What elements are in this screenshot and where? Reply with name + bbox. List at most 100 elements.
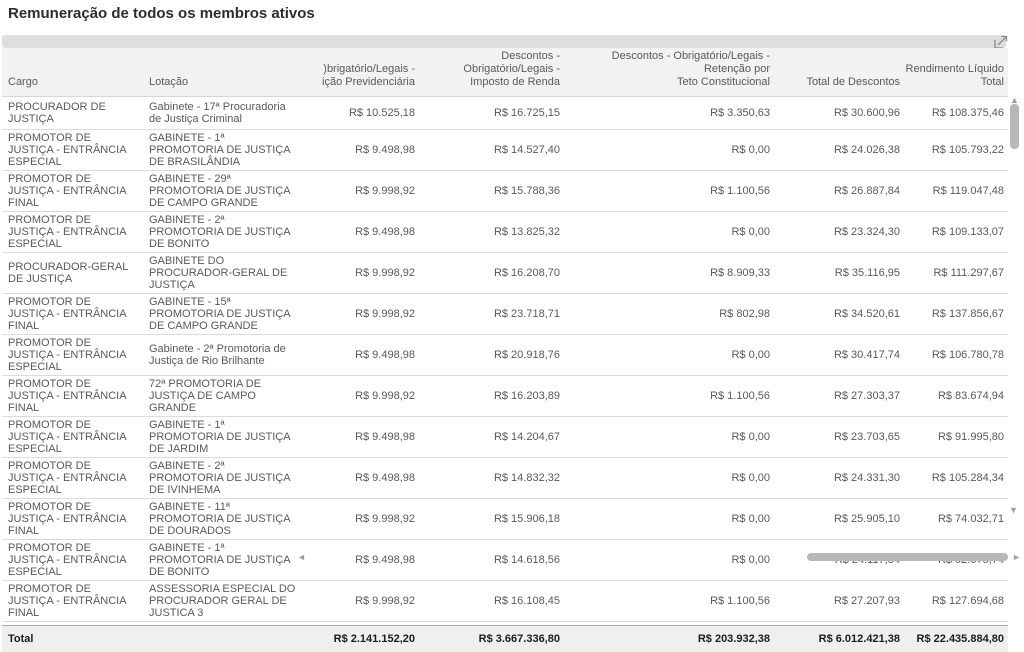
value-cell: R$ 9.498,98: [355, 349, 415, 361]
value-cell: R$ 27.303,37: [833, 390, 900, 402]
value-cell: R$ 119.047,48: [932, 185, 1004, 197]
value-cell: R$ 106.780,78: [931, 349, 1004, 361]
remuneration-table: Cargo Lotação )brigatório/Legais - ição …: [2, 48, 1008, 652]
lotacao-cell[interactable]: GABINETE DO PROCURADOR-GERAL DE JUSTIÇA: [149, 255, 288, 291]
column-header-imposto-de-renda[interactable]: Descontos - Obrigatório/Legais - Imposto…: [463, 50, 560, 88]
value-cell: R$ 13.825,32: [493, 226, 560, 238]
table-row: PROMOTOR DE JUSTIÇA - ENTRÂNCIA ESPECIAL…: [2, 417, 1008, 458]
total-value-cell: R$ 22.435.884,80: [916, 633, 1004, 645]
value-cell: R$ 25.905,10: [833, 513, 900, 525]
value-cell: R$ 15.788,36: [493, 185, 560, 197]
table-row: PROMOTOR DE JUSTIÇA - ENTRÂNCIA FINAL GAB…: [2, 171, 1008, 212]
table-row: PROMOTOR DE JUSTIÇA - ENTRÂNCIA FINAL 72ª…: [2, 376, 1008, 417]
page-title: Remuneração de todos os membros ativos: [8, 5, 315, 22]
table-row: PROMOTOR DE JUSTIÇA - ENTRÂNCIA ESPECIAL…: [2, 458, 1008, 499]
lotacao-cell[interactable]: GABINETE - 29ª PROMOTORIA DE JUSTIÇA DE …: [149, 173, 290, 209]
value-cell: R$ 9.998,92: [355, 390, 415, 402]
value-cell: R$ 20.918,76: [493, 349, 560, 361]
lotacao-cell[interactable]: GABINETE - 2ª PROMOTORIA DE JUSTIÇA DE B…: [149, 214, 290, 250]
value-cell: R$ 9.498,98: [355, 431, 415, 443]
cargo-cell[interactable]: PROMOTOR DE JUSTIÇA - ENTRÂNCIA FINAL: [8, 583, 126, 619]
cargo-cell[interactable]: PROMOTOR DE JUSTIÇA - ENTRÂNCIA ESPECIAL: [8, 460, 126, 496]
value-cell: R$ 137.856,67: [931, 308, 1004, 320]
table-row: PROMOTOR DE JUSTIÇA - ENTRÂNCIA FINAL ASS…: [2, 581, 1008, 622]
table-row: PROMOTOR DE JUSTIÇA - ENTRÂNCIA FINAL GAB…: [2, 499, 1008, 540]
lotacao-cell[interactable]: ASSESSORIA ESPECIAL DO PROCURADOR GERAL …: [149, 583, 296, 619]
table-row: PROCURADOR-GERAL DE JUSTIÇA GABINETE DO P…: [2, 253, 1008, 294]
value-cell: R$ 111.297,67: [933, 267, 1004, 279]
cargo-cell[interactable]: PROMOTOR DE JUSTIÇA - ENTRÂNCIA FINAL: [8, 296, 126, 332]
value-cell: R$ 14.527,40: [493, 144, 560, 156]
value-cell: R$ 127.694,68: [931, 595, 1004, 607]
lotacao-cell[interactable]: GABINETE - 1ª PROMOTORIA DE JUSTIÇA DE B…: [149, 132, 290, 168]
value-cell: R$ 109.133,07: [931, 226, 1004, 238]
lotacao-cell[interactable]: Gabinete - 2ª Promotoria de Justiça de R…: [149, 343, 286, 367]
value-cell: R$ 23.718,71: [493, 308, 560, 320]
cargo-cell[interactable]: PROMOTOR DE JUSTIÇA - ENTRÂNCIA FINAL: [8, 501, 126, 537]
total-value-cell: R$ 2.141.152,20: [333, 633, 415, 645]
value-cell: R$ 0,00: [731, 472, 770, 484]
value-cell: R$ 1.100,56: [710, 390, 770, 402]
value-cell: R$ 23.703,65: [833, 431, 900, 443]
table-row: PROMOTOR DE JUSTIÇA - ENTRÂNCIA ESPECIAL…: [2, 130, 1008, 171]
cargo-cell[interactable]: PROMOTOR DE JUSTIÇA - ENTRÂNCIA ESPECIAL: [8, 337, 126, 373]
scroll-right-arrow-icon[interactable]: ►: [1012, 552, 1021, 562]
value-cell: R$ 16.208,70: [493, 267, 560, 279]
cargo-cell[interactable]: PROMOTOR DE JUSTIÇA - ENTRÂNCIA FINAL: [8, 378, 126, 414]
cargo-cell[interactable]: PROCURADOR DE JUSTIÇA: [8, 101, 106, 125]
value-cell: R$ 74.032,71: [937, 513, 1004, 525]
lotacao-cell[interactable]: GABINETE - 1ª PROMOTORIA DE JUSTIÇA DE J…: [149, 419, 290, 455]
table-header-row: Cargo Lotação )brigatório/Legais - ição …: [2, 48, 1008, 97]
column-header-total-descontos[interactable]: Total de Descontos: [806, 76, 900, 88]
value-cell: R$ 16.108,45: [493, 595, 560, 607]
scroll-up-arrow-icon[interactable]: ▲: [1010, 95, 1019, 105]
value-cell: R$ 0,00: [731, 144, 770, 156]
value-cell: R$ 9.998,92: [355, 267, 415, 279]
total-value-cell: R$ 6.012.421,38: [818, 633, 900, 645]
lotacao-cell[interactable]: GABINETE - 15ª PROMOTORIA DE JUSTIÇA DE …: [149, 296, 290, 332]
column-header-cargo[interactable]: Cargo: [8, 76, 38, 88]
table-row: PROMOTOR DE JUSTIÇA - ENTRÂNCIA ESPECIAL…: [2, 335, 1008, 376]
value-cell: R$ 91.995,80: [937, 431, 1004, 443]
scroll-left-arrow-icon[interactable]: ◄: [297, 552, 306, 562]
cargo-cell[interactable]: PROMOTOR DE JUSTIÇA - ENTRÂNCIA ESPECIAL: [8, 132, 126, 168]
value-cell: R$ 14.832,32: [493, 472, 560, 484]
column-header-retencao-teto[interactable]: Descontos - Obrigatório/Legais - Retençã…: [611, 50, 770, 88]
value-cell: R$ 0,00: [731, 431, 770, 443]
value-cell: R$ 9.498,98: [355, 226, 415, 238]
column-header-rendimento-liquido[interactable]: Rendimento Líquido Total: [905, 63, 1004, 88]
lotacao-cell[interactable]: Gabinete - 17ª Procuradoria de Justiça C…: [149, 101, 286, 125]
value-cell: R$ 0,00: [731, 513, 770, 525]
value-cell: R$ 9.998,92: [355, 185, 415, 197]
column-header-lotacao[interactable]: Lotação: [149, 76, 189, 88]
value-cell: R$ 1.100,56: [710, 185, 770, 197]
total-label: Total: [8, 633, 34, 645]
cargo-cell[interactable]: PROMOTOR DE JUSTIÇA - ENTRÂNCIA ESPECIAL: [8, 419, 126, 455]
cargo-cell[interactable]: PROCURADOR-GERAL DE JUSTIÇA: [8, 261, 128, 285]
value-cell: R$ 24.026,38: [833, 144, 900, 156]
table-row: PROMOTOR DE JUSTIÇA - ENTRÂNCIA FINAL GAB…: [2, 294, 1008, 335]
value-cell: R$ 26.887,84: [833, 185, 900, 197]
value-cell: R$ 3.350,63: [710, 107, 770, 119]
column-header-contribuicao-previdenciaria[interactable]: )brigatório/Legais - ição Previdenciária: [322, 63, 415, 88]
lotacao-cell[interactable]: GABINETE - 2ª PROMOTORIA DE JUSTIÇA DE I…: [149, 460, 290, 496]
cargo-cell[interactable]: PROMOTOR DE JUSTIÇA - ENTRÂNCIA ESPECIAL: [8, 214, 126, 250]
cargo-cell[interactable]: PROMOTOR DE JUSTIÇA - ENTRÂNCIA FINAL: [8, 173, 126, 209]
value-cell: R$ 108.375,46: [931, 107, 1004, 119]
lotacao-cell[interactable]: GABINETE - 1ª PROMOTORIA DE JUSTIÇA DE B…: [149, 542, 290, 578]
value-cell: R$ 9.998,92: [355, 513, 415, 525]
table-body: PROCURADOR DE JUSTIÇA Gabinete - 17ª Proc…: [2, 97, 1008, 622]
total-row: Total R$ 2.141.152,20 R$ 3.667.336,80 R$…: [2, 625, 1008, 652]
cargo-cell[interactable]: PROMOTOR DE JUSTIÇA - ENTRÂNCIA ESPECIAL: [8, 542, 126, 578]
scroll-down-arrow-icon[interactable]: ▼: [1009, 505, 1018, 515]
value-cell: R$ 0,00: [731, 554, 770, 566]
total-value-cell: R$ 203.932,38: [697, 633, 770, 645]
lotacao-cell[interactable]: 72ª PROMOTORIA DE JUSTIÇA DE CAMPO GRAND…: [149, 378, 262, 414]
value-cell: R$ 105.284,34: [931, 472, 1004, 484]
lotacao-cell[interactable]: GABINETE - 11ª PROMOTORIA DE JUSTIÇA DE …: [149, 501, 290, 537]
value-cell: R$ 802,98: [719, 308, 770, 320]
value-cell: R$ 30.600,96: [833, 107, 900, 119]
horizontal-scrollbar-thumb[interactable]: [807, 553, 1008, 561]
value-cell: R$ 9.498,98: [355, 144, 415, 156]
vertical-scrollbar-thumb[interactable]: [1010, 104, 1019, 149]
